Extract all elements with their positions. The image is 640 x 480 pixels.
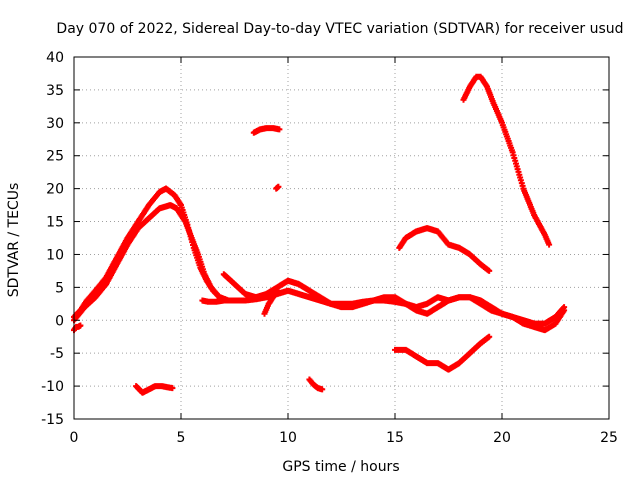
y-tick-label: 0 (55, 313, 64, 329)
series-arc-14 (392, 333, 493, 373)
series-points (273, 183, 282, 192)
series-arc-8 (250, 125, 283, 136)
x-tick-label: 25 (600, 430, 618, 446)
y-tick-labels: -15 -10 -5 0 5 10 15 20 25 30 35 40 (41, 50, 64, 428)
y-tick-label: -15 (41, 412, 64, 428)
x-tick-labels: 0 5 10 15 20 25 (70, 430, 618, 446)
y-tick-label: 15 (46, 215, 64, 231)
series-points (261, 287, 281, 317)
y-tick-label: 5 (55, 280, 64, 296)
y-tick-label: -5 (50, 346, 64, 362)
y-tick-label: 30 (46, 116, 64, 132)
axis-ticks (73, 56, 610, 420)
y-tick-label: -10 (41, 379, 64, 395)
y-tick-label: 40 (46, 50, 64, 66)
series-points (392, 333, 493, 373)
x-tick-label: 5 (177, 430, 186, 446)
y-tick-label: 35 (46, 83, 64, 99)
series-points (133, 383, 176, 396)
data-points (71, 73, 568, 396)
series-points (460, 73, 553, 248)
x-tick-label: 20 (493, 430, 511, 446)
series-points (396, 225, 493, 274)
series-arc-13 (396, 225, 493, 274)
y-tick-label: 10 (46, 247, 64, 263)
series-points (306, 376, 326, 393)
y-tick-label: 20 (46, 182, 64, 198)
plot-frame (73, 56, 610, 420)
y-tick-label: 25 (46, 149, 64, 165)
series-arc-10 (261, 287, 281, 317)
series-arc-9 (273, 183, 282, 192)
series-arc-11 (133, 383, 176, 396)
x-tick-label: 10 (279, 430, 297, 446)
y-axis-label: SDTVAR / TECUs (6, 183, 22, 298)
x-axis-label: GPS time / hours (282, 459, 399, 475)
series-arc-15 (460, 73, 553, 248)
x-tick-label: 15 (386, 430, 404, 446)
series-points (220, 271, 568, 334)
x-tick-label: 0 (70, 430, 79, 446)
series-arc-12 (306, 376, 326, 393)
chart-title: Day 070 of 2022, Sidereal Day-to-day VTE… (56, 21, 623, 37)
series-arc-7 (220, 271, 568, 334)
series-points (250, 125, 283, 136)
